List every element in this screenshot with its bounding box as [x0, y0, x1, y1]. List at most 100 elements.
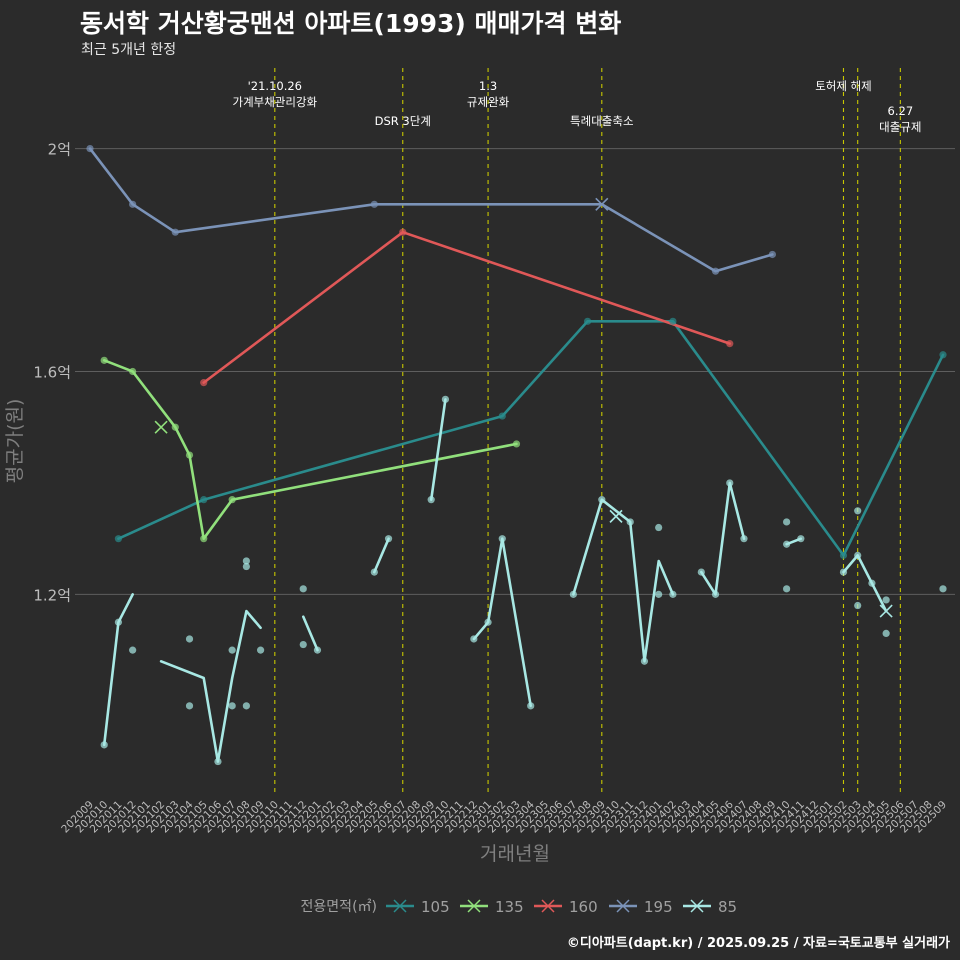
series-line-85: [301, 615, 319, 652]
data-point-85: [470, 635, 478, 643]
data-point-135: [171, 423, 179, 431]
data-point-195: [129, 200, 137, 208]
data-point-85: [655, 523, 663, 532]
data-point-85: [854, 601, 862, 610]
data-point-85: [626, 518, 634, 526]
data-point-105: [583, 317, 592, 325]
series-line-85: [429, 398, 447, 502]
data-point-85: [882, 629, 890, 637]
data-point-85: [527, 702, 535, 710]
event-label: 1.3: [479, 79, 497, 93]
legend-key-x-icon: [393, 899, 407, 913]
data-points: [86, 144, 947, 766]
legend-key-x-icon: [690, 899, 704, 913]
legend-item-135[interactable]: 135: [460, 898, 524, 916]
x-marker-stroke: [154, 420, 168, 434]
data-point-85: [797, 535, 805, 543]
x-axis: 2020092020102020112020122021012021022021…: [59, 798, 949, 835]
legend-item-195[interactable]: 195: [609, 898, 673, 916]
chart-title: 동서학 거산황궁맨션 아파트(1993) 매매가격 변화: [80, 9, 622, 38]
y-axis-label: 평균가(원): [4, 399, 26, 484]
data-point-195: [768, 250, 777, 259]
event-label: DSR 3단계: [375, 114, 431, 128]
data-point-105: [939, 351, 947, 359]
data-point-105: [114, 535, 123, 543]
data-point-85: [257, 646, 265, 654]
data-point-85: [868, 579, 876, 587]
data-point-85: [783, 540, 791, 548]
series-line-105: [117, 319, 945, 557]
x-marker-stroke: [879, 604, 893, 618]
legend-item-160[interactable]: 160: [534, 898, 598, 916]
data-point-85: [740, 535, 748, 543]
data-point-105: [200, 496, 208, 504]
series-lines: [88, 147, 945, 763]
data-point-85: [313, 646, 322, 654]
series-line-85: [842, 554, 888, 613]
data-point-85: [640, 657, 649, 665]
data-point-85: [655, 590, 663, 598]
data-point-135: [185, 451, 194, 459]
series-line-135: [102, 358, 518, 541]
data-point-85: [185, 702, 194, 710]
source-caption: ©디아파트(dapt.kr) / 2025.09.25 / 자료=국토교통부 실…: [566, 936, 950, 951]
data-point-85: [427, 496, 435, 504]
x-marker-195: [595, 197, 609, 211]
data-point-85: [711, 590, 720, 598]
data-point-85: [370, 568, 378, 576]
data-point-85: [242, 702, 250, 710]
data-point-85: [228, 702, 236, 710]
y-tick-label: 1.6억: [33, 363, 71, 381]
event-label: 특례대출축소: [570, 114, 633, 128]
event-label: 가계부채관리강화: [232, 95, 317, 109]
data-point-85: [839, 568, 848, 576]
data-point-85: [129, 646, 137, 654]
legend-label: 195: [644, 898, 673, 916]
data-point-105: [669, 317, 677, 325]
data-point-85: [228, 646, 236, 654]
data-point-85: [498, 535, 506, 543]
x-marker-stroke: [595, 197, 609, 211]
y-axis: 1.2억 1.6억 2억: [33, 141, 71, 605]
chart-subtitle: 최근 5개년 한정: [81, 42, 177, 58]
data-point-105: [498, 412, 506, 420]
series-line-195: [88, 147, 774, 273]
data-point-85: [939, 585, 947, 593]
data-point-85: [854, 551, 862, 559]
data-point-85: [242, 557, 250, 565]
event-label: 대출규제: [879, 120, 921, 134]
data-point-85: [569, 590, 577, 598]
series-line-85: [372, 537, 390, 574]
data-point-85: [185, 635, 194, 643]
legend-key-x-icon: [541, 899, 555, 913]
data-point-135: [228, 496, 236, 504]
data-point-135: [200, 535, 208, 543]
data-point-195: [370, 200, 378, 208]
event-label: '21.10.26: [248, 79, 302, 93]
data-point-85: [882, 596, 890, 604]
series-line-160: [202, 230, 732, 384]
data-point-160: [399, 228, 407, 236]
data-point-85: [669, 590, 677, 598]
x-marker-135: [154, 420, 168, 434]
data-point-85: [854, 507, 862, 515]
y-tick-label: 1.2억: [33, 586, 71, 604]
legend-key-x-icon: [467, 899, 481, 913]
data-point-85: [783, 585, 791, 593]
legend: 전용면적(㎡) 105 135 160 195 85: [301, 898, 738, 916]
legend-key-x-icon: [616, 899, 630, 913]
data-point-135: [512, 440, 521, 448]
data-point-85: [299, 585, 307, 593]
data-point-85: [598, 496, 606, 504]
data-point-160: [200, 379, 208, 387]
event-label: 6.27: [888, 104, 914, 118]
x-marker-stroke: [609, 509, 623, 523]
data-point-85: [114, 618, 123, 626]
data-point-85: [242, 562, 250, 571]
data-point-195: [86, 144, 94, 153]
legend-item-85[interactable]: 85: [683, 898, 737, 916]
data-point-105: [839, 551, 848, 559]
legend-item-105[interactable]: 105: [386, 898, 450, 916]
data-point-85: [441, 395, 450, 403]
